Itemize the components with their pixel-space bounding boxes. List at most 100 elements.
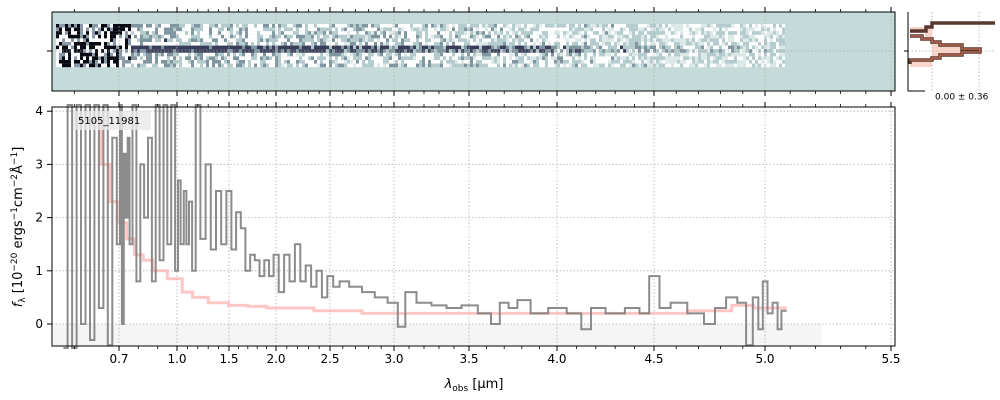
2d-spectrum-pixel [719, 56, 722, 60]
2d-spectrum-pixel [761, 45, 764, 50]
2d-spectrum-pixel [158, 52, 161, 57]
2d-spectrum-pixel [404, 45, 407, 50]
2d-spectrum-pixel [680, 63, 683, 68]
2d-spectrum-pixel [59, 27, 62, 32]
2d-spectrum-pixel [662, 45, 665, 50]
2d-spectrum-pixel [659, 42, 662, 46]
2d-spectrum-pixel [512, 38, 515, 42]
2d-spectrum-pixel [605, 60, 608, 64]
2d-spectrum-pixel [755, 38, 758, 42]
2d-spectrum-pixel [179, 56, 182, 60]
2d-spectrum-pixel [182, 38, 185, 42]
2d-spectrum-pixel [716, 24, 719, 28]
2d-spectrum-pixel [587, 31, 590, 35]
2d-spectrum-pixel [386, 56, 389, 60]
2d-spectrum-pixel [374, 31, 377, 35]
2d-spectrum-pixel [407, 52, 410, 57]
2d-spectrum-pixel [335, 52, 338, 57]
2d-spectrum-pixel [461, 45, 464, 50]
2d-spectrum-pixel [266, 52, 269, 57]
2d-spectrum-pixel [83, 45, 86, 50]
2d-spectrum-pixel [482, 52, 485, 57]
2d-spectrum-pixel [584, 27, 587, 32]
2d-spectrum-pixel [686, 38, 689, 42]
2d-spectrum-pixel [602, 63, 605, 68]
2d-spectrum-pixel [725, 24, 728, 28]
2d-spectrum-pixel [290, 27, 293, 32]
2d-spectrum-pixel [752, 38, 755, 42]
2d-spectrum-pixel [389, 49, 392, 53]
2d-spectrum-pixel [206, 38, 209, 42]
2d-spectrum-pixel [158, 56, 161, 60]
2d-spectrum-pixel [509, 56, 512, 60]
2d-spectrum-pixel [203, 38, 206, 42]
2d-spectrum-pixel [476, 24, 479, 28]
2d-spectrum-pixel [698, 24, 701, 28]
2d-spectrum-pixel [629, 63, 632, 68]
2d-spectrum-pixel [320, 52, 323, 57]
2d-spectrum-pixel [398, 45, 401, 50]
2d-spectrum-pixel [71, 63, 74, 68]
2d-spectrum-pixel [677, 34, 680, 39]
2d-spectrum-pixel [605, 24, 608, 28]
2d-spectrum-pixel [554, 27, 557, 32]
2d-spectrum-pixel [458, 45, 461, 50]
2d-spectrum-pixel [161, 31, 164, 35]
2d-spectrum-pixel [443, 38, 446, 42]
2d-spectrum-pixel [476, 42, 479, 46]
2d-spectrum-pixel [599, 24, 602, 28]
2d-spectrum-pixel [548, 38, 551, 42]
2d-spectrum-pixel [665, 52, 668, 57]
2d-spectrum-pixel [728, 63, 731, 68]
2d-spectrum-pixel [191, 27, 194, 32]
2d-spectrum-pixel [470, 52, 473, 57]
2d-spectrum-pixel [212, 52, 215, 57]
2d-spectrum-pixel [368, 34, 371, 39]
2d-spectrum-pixel [482, 60, 485, 64]
2d-spectrum-pixel [80, 38, 83, 42]
2d-spectrum-pixel [266, 49, 269, 53]
2d-spectrum-pixel [662, 49, 665, 53]
2d-spectrum-pixel [482, 34, 485, 39]
2d-spectrum-pixel [503, 27, 506, 32]
2d-spectrum-pixel [773, 52, 776, 57]
2d-spectrum-pixel [782, 42, 785, 46]
2d-spectrum-pixel [620, 31, 623, 35]
2d-spectrum-pixel [404, 52, 407, 57]
2d-spectrum-pixel [119, 52, 122, 57]
2d-spectrum-pixel [59, 45, 62, 50]
2d-spectrum-pixel [536, 63, 539, 68]
2d-spectrum-pixel [98, 31, 101, 35]
2d-spectrum-pixel [563, 45, 566, 50]
2d-spectrum-pixel [512, 49, 515, 53]
2d-spectrum-pixel [752, 42, 755, 46]
2d-spectrum-pixel [365, 34, 368, 39]
2d-spectrum-pixel [98, 60, 101, 64]
2d-spectrum-pixel [533, 52, 536, 57]
2d-spectrum-pixel [563, 24, 566, 28]
2d-spectrum-pixel [488, 42, 491, 46]
2d-spectrum-pixel [584, 56, 587, 60]
2d-spectrum-pixel [614, 56, 617, 60]
2d-spectrum-pixel [173, 24, 176, 28]
2d-spectrum-pixel [338, 52, 341, 57]
2d-spectrum-pixel [329, 31, 332, 35]
2d-spectrum-pixel [752, 52, 755, 57]
2d-spectrum-pixel [86, 63, 89, 68]
2d-spectrum-pixel [77, 63, 80, 68]
2d-spectrum-pixel [116, 27, 119, 32]
2d-spectrum-pixel [173, 56, 176, 60]
2d-spectrum-pixel [563, 56, 566, 60]
2d-spectrum-pixel [761, 60, 764, 64]
2d-spectrum-pixel [428, 45, 431, 50]
2d-spectrum-pixel [341, 52, 344, 57]
2d-spectrum-pixel [146, 24, 149, 28]
2d-spectrum-pixel [485, 38, 488, 42]
2d-spectrum-pixel [257, 60, 260, 64]
2d-spectrum-pixel [515, 60, 518, 64]
2d-spectrum-pixel [194, 56, 197, 60]
2d-spectrum-pixel [710, 42, 713, 46]
2d-spectrum-pixel [446, 31, 449, 35]
2d-spectrum-pixel [176, 24, 179, 28]
2d-spectrum-pixel [302, 56, 305, 60]
